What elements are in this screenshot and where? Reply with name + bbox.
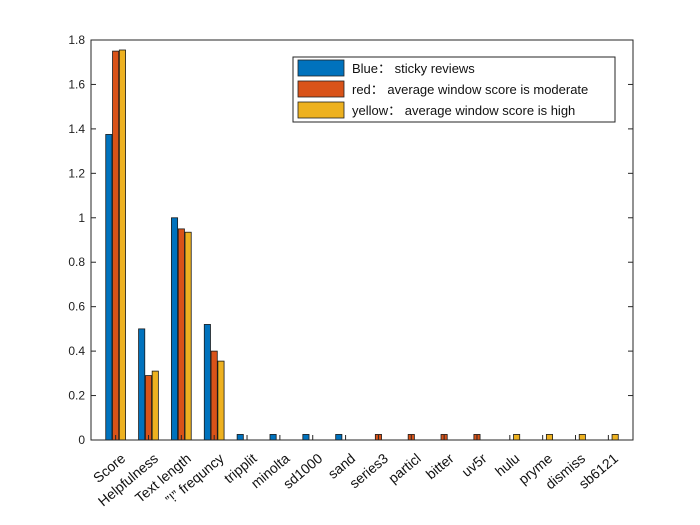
legend-swatch-1 <box>297 80 345 98</box>
x-tick-label-10: bitter <box>423 450 457 482</box>
y-tick-label-3: 0.6 <box>68 300 85 314</box>
y-tick-label-5: 1 <box>78 211 85 225</box>
bar-s0-c7 <box>335 434 343 441</box>
y-tick-label-1: 0.2 <box>68 389 85 403</box>
legend-swatch-2 <box>297 101 345 119</box>
legend-label-2: yellow： average window score is high <box>352 103 575 118</box>
y-tick-label-7: 1.4 <box>68 122 85 136</box>
bar-s0-c2 <box>171 217 179 441</box>
bar-s2-c2 <box>184 231 192 441</box>
bar-s2-c1 <box>151 370 159 441</box>
bar-s1-c2 <box>177 228 185 441</box>
bar-s2-c12 <box>513 434 521 441</box>
y-axis: 0 0.2 0.4 0.6 0.8 1 1.2 1.4 1.6 1.8 <box>68 33 633 447</box>
bar-s1-c3 <box>210 350 218 441</box>
x-tick-label-9: particl <box>385 450 424 486</box>
legend-label-0: Blue： sticky reviews <box>352 61 475 76</box>
bar-s0-c3 <box>203 324 211 441</box>
bar-s0-c0 <box>105 134 113 441</box>
bar-s2-c3 <box>217 360 225 441</box>
bar-s2-c0 <box>118 49 126 441</box>
legend: Blue： sticky reviews red： average window… <box>292 56 616 123</box>
legend-swatch-0 <box>297 59 345 77</box>
y-tick-label-9: 1.8 <box>68 33 85 47</box>
bar-s2-c13 <box>545 434 553 441</box>
y-tick-label-4: 0.8 <box>68 255 85 269</box>
y-tick-label-0: 0 <box>78 433 85 447</box>
legend-label-1: red： average window score is moderate <box>352 82 588 97</box>
bar-s0-c4 <box>236 434 244 441</box>
bar-s2-c14 <box>578 434 586 441</box>
bar-s0-c6 <box>302 434 310 441</box>
legend-box <box>292 56 616 123</box>
bar-s0-c1 <box>138 328 146 441</box>
bar-s0-c5 <box>269 434 277 441</box>
y-tick-label-6: 1.2 <box>68 166 85 180</box>
y-tick-label-2: 0.4 <box>68 344 85 358</box>
bar-s1-c0 <box>112 50 120 441</box>
x-tick-label-11: uv5r <box>458 450 489 480</box>
bar-s1-c1 <box>144 375 152 441</box>
y-tick-label-8: 1.6 <box>68 77 85 91</box>
bar-s2-c15 <box>611 434 619 441</box>
plot-frame <box>90 39 634 441</box>
